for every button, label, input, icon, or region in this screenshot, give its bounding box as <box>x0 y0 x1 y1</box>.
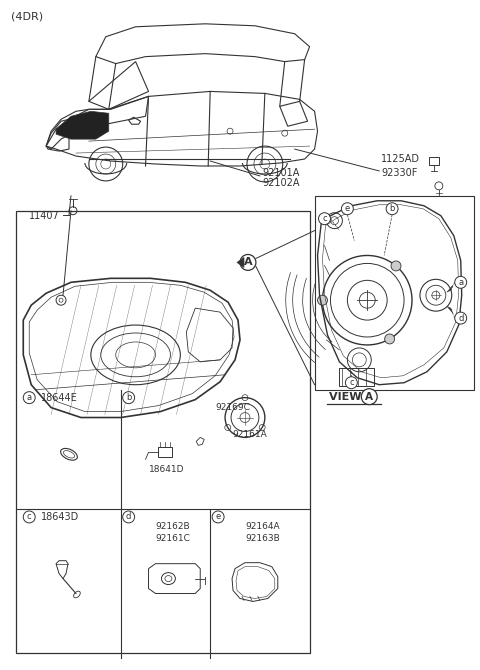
Polygon shape <box>447 285 453 292</box>
Circle shape <box>123 392 134 403</box>
Circle shape <box>23 511 35 523</box>
Circle shape <box>455 276 467 288</box>
Text: e: e <box>345 204 350 213</box>
Text: 92169C: 92169C <box>215 403 250 412</box>
Circle shape <box>23 392 35 403</box>
Circle shape <box>455 312 467 324</box>
Polygon shape <box>56 111 109 139</box>
Text: (4DR): (4DR) <box>12 12 44 22</box>
Text: a: a <box>27 393 32 402</box>
Circle shape <box>212 511 224 523</box>
Text: 92102A: 92102A <box>263 178 300 188</box>
Polygon shape <box>447 306 453 313</box>
Circle shape <box>386 203 398 214</box>
Circle shape <box>319 212 330 224</box>
Bar <box>339 368 374 386</box>
Circle shape <box>361 389 377 405</box>
Text: 1125AD: 1125AD <box>381 154 420 164</box>
Polygon shape <box>237 257 244 267</box>
Text: 92101A: 92101A <box>263 168 300 178</box>
Text: c: c <box>349 379 354 387</box>
Circle shape <box>123 511 134 523</box>
Bar <box>429 157 439 165</box>
Text: 92161A: 92161A <box>232 430 267 439</box>
Circle shape <box>341 203 353 214</box>
Text: d: d <box>458 314 463 322</box>
Text: 18641D: 18641D <box>148 465 184 474</box>
Text: A: A <box>244 257 252 267</box>
Circle shape <box>384 334 395 344</box>
Text: VIEW: VIEW <box>329 392 366 401</box>
Text: 92161C: 92161C <box>156 534 191 543</box>
Circle shape <box>318 295 327 305</box>
Text: 92163B: 92163B <box>245 534 280 543</box>
Text: 92330F: 92330F <box>381 168 418 178</box>
Text: c: c <box>322 214 327 223</box>
Text: e: e <box>216 513 221 521</box>
Text: 11407: 11407 <box>29 210 60 220</box>
Text: 92162B: 92162B <box>156 523 190 531</box>
Text: 18644E: 18644E <box>41 393 78 403</box>
Text: d: d <box>126 513 132 521</box>
Bar <box>158 448 172 458</box>
Text: c: c <box>27 513 32 521</box>
Text: b: b <box>126 393 132 402</box>
Text: b: b <box>389 204 395 213</box>
Bar <box>314 196 474 390</box>
Circle shape <box>391 261 401 271</box>
Text: 18643D: 18643D <box>41 512 79 522</box>
Text: A: A <box>365 392 373 401</box>
Circle shape <box>346 377 357 389</box>
Text: 92164A: 92164A <box>245 523 279 531</box>
Bar <box>16 211 310 653</box>
Circle shape <box>240 255 256 271</box>
Text: a: a <box>458 278 463 287</box>
